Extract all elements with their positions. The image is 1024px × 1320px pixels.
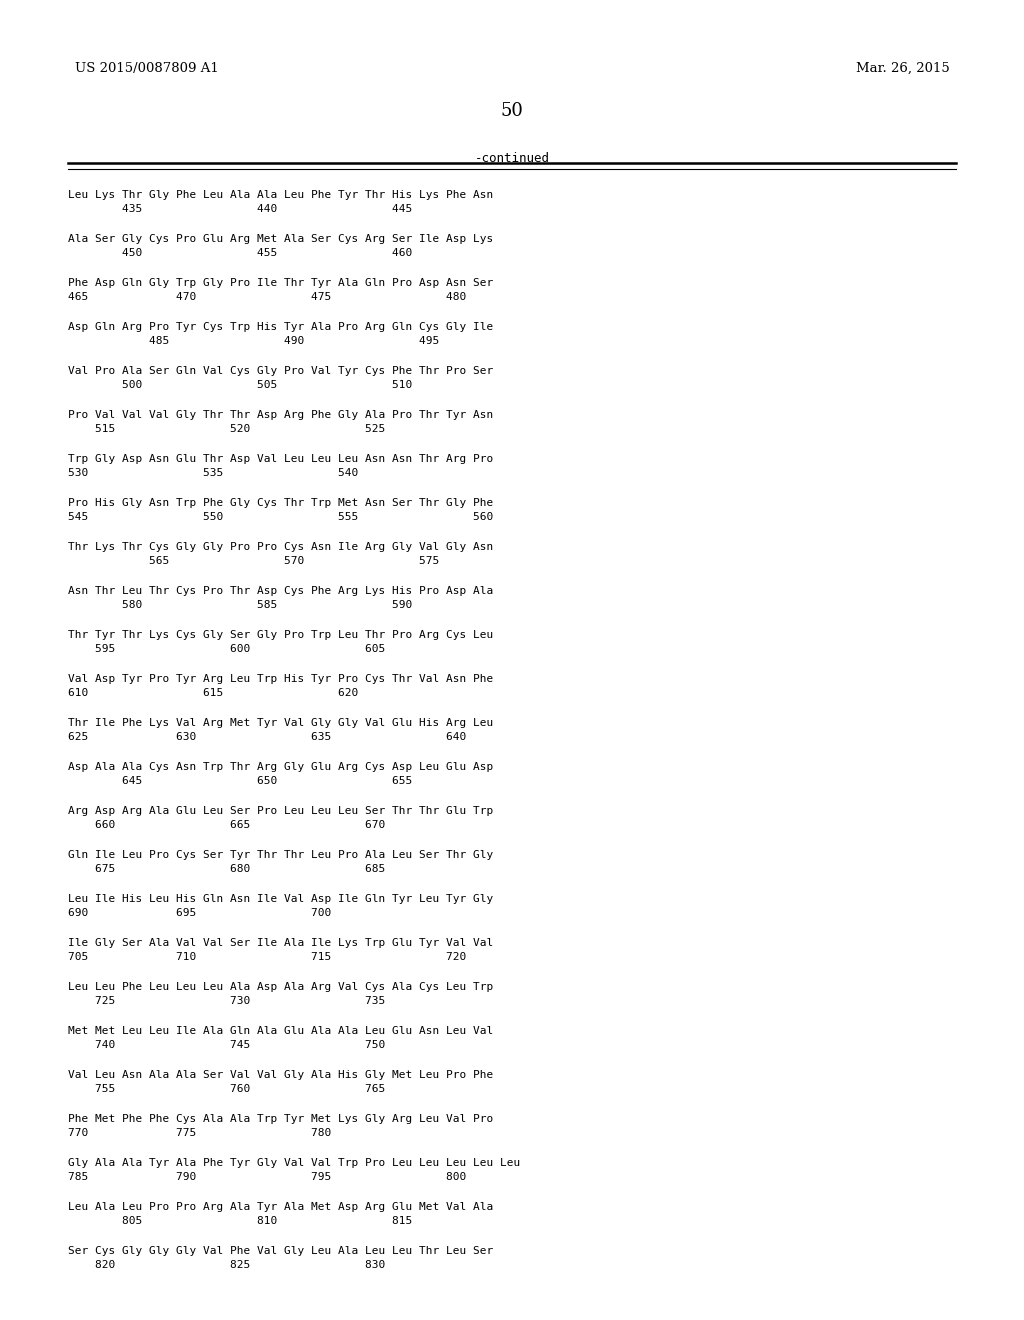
- Text: 805                 810                 815: 805 810 815: [68, 1216, 413, 1225]
- Text: 515                 520                 525: 515 520 525: [68, 424, 385, 433]
- Text: 625             630                 635                 640: 625 630 635 640: [68, 731, 466, 742]
- Text: 755                 760                 765: 755 760 765: [68, 1084, 385, 1093]
- Text: 530                 535                 540: 530 535 540: [68, 467, 358, 478]
- Text: 725                 730                 735: 725 730 735: [68, 995, 385, 1006]
- Text: Ser Cys Gly Gly Gly Val Phe Val Gly Leu Ala Leu Leu Thr Leu Ser: Ser Cys Gly Gly Gly Val Phe Val Gly Leu …: [68, 1246, 494, 1257]
- Text: Asn Thr Leu Thr Cys Pro Thr Asp Cys Phe Arg Lys His Pro Asp Ala: Asn Thr Leu Thr Cys Pro Thr Asp Cys Phe …: [68, 586, 494, 597]
- Text: 675                 680                 685: 675 680 685: [68, 863, 385, 874]
- Text: Met Met Leu Leu Ile Ala Gln Ala Glu Ala Ala Leu Glu Asn Leu Val: Met Met Leu Leu Ile Ala Gln Ala Glu Ala …: [68, 1026, 494, 1036]
- Text: 690             695                 700: 690 695 700: [68, 908, 331, 917]
- Text: 595                 600                 605: 595 600 605: [68, 644, 385, 653]
- Text: Thr Ile Phe Lys Val Arg Met Tyr Val Gly Gly Val Glu His Arg Leu: Thr Ile Phe Lys Val Arg Met Tyr Val Gly …: [68, 718, 494, 729]
- Text: 450                 455                 460: 450 455 460: [68, 248, 413, 257]
- Text: Ile Gly Ser Ala Val Val Ser Ile Ala Ile Lys Trp Glu Tyr Val Val: Ile Gly Ser Ala Val Val Ser Ile Ala Ile …: [68, 939, 494, 948]
- Text: Gly Ala Ala Tyr Ala Phe Tyr Gly Val Val Trp Pro Leu Leu Leu Leu Leu: Gly Ala Ala Tyr Ala Phe Tyr Gly Val Val …: [68, 1158, 520, 1168]
- Text: Asp Gln Arg Pro Tyr Cys Trp His Tyr Ala Pro Arg Gln Cys Gly Ile: Asp Gln Arg Pro Tyr Cys Trp His Tyr Ala …: [68, 322, 494, 333]
- Text: -continued: -continued: [474, 152, 550, 165]
- Text: 545                 550                 555                 560: 545 550 555 560: [68, 511, 494, 521]
- Text: Val Leu Asn Ala Ala Ser Val Val Gly Ala His Gly Met Leu Pro Phe: Val Leu Asn Ala Ala Ser Val Val Gly Ala …: [68, 1071, 494, 1080]
- Text: Thr Lys Thr Cys Gly Gly Pro Pro Cys Asn Ile Arg Gly Val Gly Asn: Thr Lys Thr Cys Gly Gly Pro Pro Cys Asn …: [68, 543, 494, 552]
- Text: Leu Lys Thr Gly Phe Leu Ala Ala Leu Phe Tyr Thr His Lys Phe Asn: Leu Lys Thr Gly Phe Leu Ala Ala Leu Phe …: [68, 190, 494, 201]
- Text: Thr Tyr Thr Lys Cys Gly Ser Gly Pro Trp Leu Thr Pro Arg Cys Leu: Thr Tyr Thr Lys Cys Gly Ser Gly Pro Trp …: [68, 630, 494, 640]
- Text: 485                 490                 495: 485 490 495: [68, 335, 439, 346]
- Text: US 2015/0087809 A1: US 2015/0087809 A1: [75, 62, 219, 75]
- Text: Pro Val Val Val Gly Thr Thr Asp Arg Phe Gly Ala Pro Thr Tyr Asn: Pro Val Val Val Gly Thr Thr Asp Arg Phe …: [68, 411, 494, 420]
- Text: Val Asp Tyr Pro Tyr Arg Leu Trp His Tyr Pro Cys Thr Val Asn Phe: Val Asp Tyr Pro Tyr Arg Leu Trp His Tyr …: [68, 675, 494, 684]
- Text: Mar. 26, 2015: Mar. 26, 2015: [856, 62, 950, 75]
- Text: 645                 650                 655: 645 650 655: [68, 776, 413, 785]
- Text: Phe Met Phe Phe Cys Ala Ala Trp Tyr Met Lys Gly Arg Leu Val Pro: Phe Met Phe Phe Cys Ala Ala Trp Tyr Met …: [68, 1114, 494, 1125]
- Text: 565                 570                 575: 565 570 575: [68, 556, 439, 565]
- Text: Arg Asp Arg Ala Glu Leu Ser Pro Leu Leu Leu Ser Thr Thr Glu Trp: Arg Asp Arg Ala Glu Leu Ser Pro Leu Leu …: [68, 807, 494, 816]
- Text: Pro His Gly Asn Trp Phe Gly Cys Thr Trp Met Asn Ser Thr Gly Phe: Pro His Gly Asn Trp Phe Gly Cys Thr Trp …: [68, 498, 494, 508]
- Text: 610                 615                 620: 610 615 620: [68, 688, 358, 697]
- Text: Leu Ala Leu Pro Pro Arg Ala Tyr Ala Met Asp Arg Glu Met Val Ala: Leu Ala Leu Pro Pro Arg Ala Tyr Ala Met …: [68, 1203, 494, 1212]
- Text: 740                 745                 750: 740 745 750: [68, 1040, 385, 1049]
- Text: Trp Gly Asp Asn Glu Thr Asp Val Leu Leu Leu Asn Asn Thr Arg Pro: Trp Gly Asp Asn Glu Thr Asp Val Leu Leu …: [68, 454, 494, 465]
- Text: Leu Leu Phe Leu Leu Leu Ala Asp Ala Arg Val Cys Ala Cys Leu Trp: Leu Leu Phe Leu Leu Leu Ala Asp Ala Arg …: [68, 982, 494, 993]
- Text: Phe Asp Gln Gly Trp Gly Pro Ile Thr Tyr Ala Gln Pro Asp Asn Ser: Phe Asp Gln Gly Trp Gly Pro Ile Thr Tyr …: [68, 279, 494, 288]
- Text: Leu Ile His Leu His Gln Asn Ile Val Asp Ile Gln Tyr Leu Tyr Gly: Leu Ile His Leu His Gln Asn Ile Val Asp …: [68, 894, 494, 904]
- Text: Val Pro Ala Ser Gln Val Cys Gly Pro Val Tyr Cys Phe Thr Pro Ser: Val Pro Ala Ser Gln Val Cys Gly Pro Val …: [68, 366, 494, 376]
- Text: 660                 665                 670: 660 665 670: [68, 820, 385, 829]
- Text: 465             470                 475                 480: 465 470 475 480: [68, 292, 466, 301]
- Text: 705             710                 715                 720: 705 710 715 720: [68, 952, 466, 961]
- Text: 770             775                 780: 770 775 780: [68, 1127, 331, 1138]
- Text: 820                 825                 830: 820 825 830: [68, 1259, 385, 1270]
- Text: Ala Ser Gly Cys Pro Glu Arg Met Ala Ser Cys Arg Ser Ile Asp Lys: Ala Ser Gly Cys Pro Glu Arg Met Ala Ser …: [68, 234, 494, 244]
- Text: Gln Ile Leu Pro Cys Ser Tyr Thr Thr Leu Pro Ala Leu Ser Thr Gly: Gln Ile Leu Pro Cys Ser Tyr Thr Thr Leu …: [68, 850, 494, 861]
- Text: 785             790                 795                 800: 785 790 795 800: [68, 1172, 466, 1181]
- Text: Asp Ala Ala Cys Asn Trp Thr Arg Gly Glu Arg Cys Asp Leu Glu Asp: Asp Ala Ala Cys Asn Trp Thr Arg Gly Glu …: [68, 762, 494, 772]
- Text: 580                 585                 590: 580 585 590: [68, 599, 413, 610]
- Text: 50: 50: [501, 102, 523, 120]
- Text: 435                 440                 445: 435 440 445: [68, 203, 413, 214]
- Text: 500                 505                 510: 500 505 510: [68, 380, 413, 389]
